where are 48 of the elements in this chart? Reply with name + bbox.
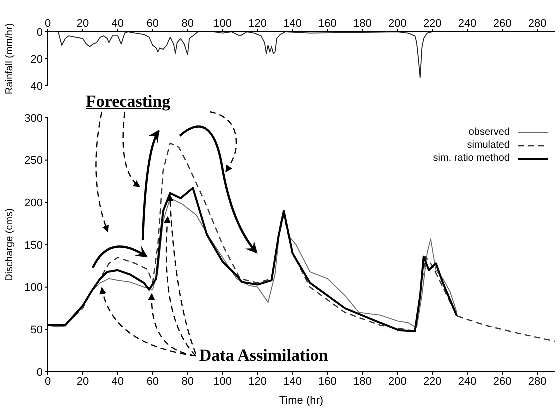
x-axis-title: Time (hr) xyxy=(279,395,324,407)
y-tick-label: 150 xyxy=(24,240,43,252)
x-tick-label: 160 xyxy=(318,18,337,30)
x-tick-label: 0 xyxy=(44,376,52,388)
x-tick-label: 20 xyxy=(76,18,90,30)
x-tick-label: 200 xyxy=(388,376,407,388)
x-tick-label: 140 xyxy=(284,18,302,30)
x-tick-label: 40 xyxy=(112,376,124,388)
y-tick-label: 40 xyxy=(30,80,43,93)
x-tick-label: 220 xyxy=(423,376,442,388)
x-tick-label: 200 xyxy=(388,18,407,30)
x-tick-label: 260 xyxy=(493,376,512,388)
x-tick-label: 220 xyxy=(423,18,442,30)
y-tick-label: 0 xyxy=(36,366,43,379)
y-tick-label: 250 xyxy=(24,155,43,168)
x-tick-label: 60 xyxy=(146,18,160,30)
x-tick-label: 280 xyxy=(528,18,547,30)
y-tick-label: 0 xyxy=(36,26,43,39)
x-tick-label: 80 xyxy=(182,376,194,388)
x-tick-label: 80 xyxy=(182,18,194,30)
y-tick-label: 50 xyxy=(30,324,43,337)
x-tick-label: 40 xyxy=(112,18,124,30)
text: Forecasting xyxy=(86,92,171,112)
x-tick-label: 120 xyxy=(248,376,267,388)
x-tick-label: 180 xyxy=(354,18,372,30)
y-tick-label: 20 xyxy=(30,54,43,66)
x-tick-label: 100 xyxy=(214,376,232,388)
legend-label: sim. ratio method xyxy=(433,152,510,165)
legend-label: simulated xyxy=(467,139,510,152)
x-tick-label: 60 xyxy=(146,376,160,388)
x-tick-label: 260 xyxy=(493,18,512,30)
x-tick-label: 120 xyxy=(248,18,267,30)
x-tick-label: 140 xyxy=(284,376,302,388)
x-tick-label: 180 xyxy=(354,376,372,388)
x-tick-label: 160 xyxy=(318,376,337,388)
y-axis-title: Rainfall (mm/hr) xyxy=(4,23,16,95)
x-tick-label: 240 xyxy=(458,376,477,388)
x-tick-label: 20 xyxy=(76,376,90,388)
x-tick-label: 100 xyxy=(214,18,232,30)
legend-label: observed xyxy=(468,126,510,139)
x-tick-label: 280 xyxy=(528,376,547,388)
y-axis-title: Discharge (cms) xyxy=(4,208,16,282)
y-tick-label: 200 xyxy=(24,198,43,210)
y-tick-label: 300 xyxy=(24,112,43,125)
annotation: Data Assimilation xyxy=(199,346,328,366)
x-tick-label: 240 xyxy=(458,18,477,30)
x-tick-label: 0 xyxy=(44,18,52,30)
y-tick-label: 100 xyxy=(24,282,43,294)
